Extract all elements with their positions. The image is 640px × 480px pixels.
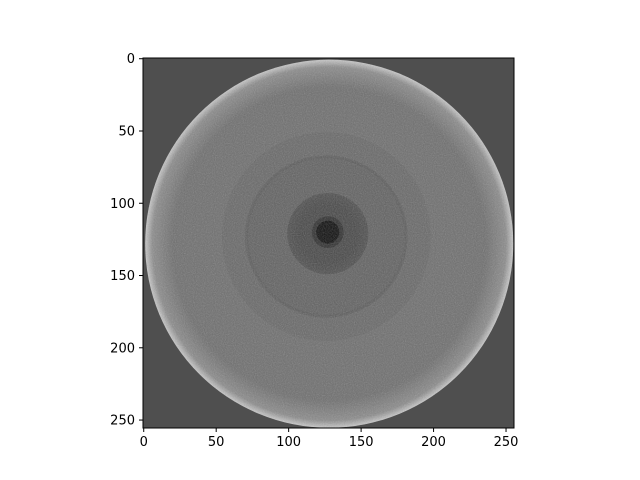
y-tick-label: 150 [110, 269, 135, 284]
disk-noise [145, 59, 514, 428]
y-tick-label: 50 [118, 124, 135, 139]
image-plot-area [143, 58, 514, 428]
y-tick-label: 250 [110, 414, 135, 429]
x-tick-label: 250 [494, 435, 519, 450]
x-axis: 0 50 100 150 200 250 [140, 428, 519, 450]
y-tick-label: 100 [110, 197, 135, 212]
x-tick-label: 50 [208, 435, 225, 450]
x-tick-label: 150 [349, 435, 374, 450]
disk-layer [145, 59, 514, 428]
y-tick-label: 200 [110, 341, 135, 356]
axes-frame [142, 57, 515, 429]
y-axis: 0 50 100 150 200 250 [110, 52, 143, 429]
x-tick-label: 0 [140, 435, 148, 450]
y-tick-label: 0 [127, 52, 135, 67]
x-tick-label: 100 [276, 435, 301, 450]
x-tick-label: 200 [421, 435, 446, 450]
